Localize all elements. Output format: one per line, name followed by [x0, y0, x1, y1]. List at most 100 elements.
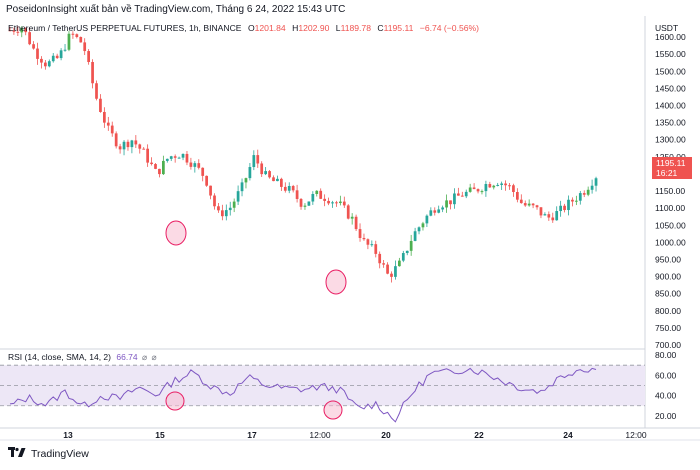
candle-body	[433, 210, 437, 213]
time-tick-5: 22	[474, 430, 484, 440]
candle-body	[36, 48, 39, 59]
candle-body	[154, 164, 157, 169]
price-tick-5: 1350.00	[655, 118, 686, 128]
candle-body	[95, 83, 98, 99]
price-tick-18: 700.00	[655, 340, 681, 350]
time-axis[interactable]: 13 15 17 12:00 20 22 24 12:00	[63, 430, 647, 440]
candle-body	[264, 171, 267, 175]
last-price-badge	[652, 157, 692, 179]
candle-body	[236, 191, 240, 202]
candle-body	[142, 148, 146, 150]
candle-body	[476, 189, 480, 192]
time-tick-1: 15	[155, 430, 165, 440]
tradingview-logo-icon[interactable]	[8, 447, 26, 461]
rsi-value: 66.74	[116, 352, 138, 362]
candle-body	[283, 186, 287, 191]
price-tick-10: 1100.00	[655, 203, 685, 213]
candle-body	[193, 163, 197, 167]
candle-body	[394, 266, 397, 277]
candle-body	[366, 239, 370, 245]
candle-body	[79, 37, 83, 43]
candle-body	[586, 189, 590, 195]
candle-body	[374, 244, 378, 254]
candle-body	[582, 193, 586, 195]
candle-body	[51, 55, 55, 62]
candle-body	[516, 192, 519, 200]
candle-body	[158, 168, 161, 175]
rsi-tick-1: 60.00	[655, 370, 677, 380]
price-tick-7: 1250.00	[655, 152, 686, 162]
candle-body	[401, 253, 405, 261]
o-value: 1201.84	[255, 23, 286, 33]
candle-body	[28, 32, 31, 45]
rsi-tick-0: 80.00	[655, 350, 677, 360]
candle-body	[551, 217, 555, 221]
candle-body	[189, 162, 193, 167]
candle-body	[578, 193, 582, 201]
candle-body	[134, 140, 138, 145]
candle-body	[350, 216, 354, 219]
candle-body	[213, 195, 216, 207]
candle-body	[260, 163, 264, 175]
price-tick-14: 900.00	[655, 272, 681, 282]
rsi-axis[interactable]: 80.00 60.00 40.00 20.00	[655, 350, 677, 421]
candle-body	[295, 190, 299, 199]
rsi-tick-3: 20.00	[655, 411, 677, 421]
price-tick-4: 1400.00	[655, 101, 686, 111]
candle-body	[370, 244, 374, 246]
candle-body	[488, 184, 492, 188]
candle-body	[197, 163, 201, 168]
price-tick-16: 800.00	[655, 306, 681, 316]
price-tick-0: 1600.00	[655, 32, 686, 42]
candle-body	[421, 223, 425, 228]
candle-body	[335, 202, 338, 204]
candle-body	[217, 206, 220, 211]
candle-body	[425, 215, 429, 224]
candle-body	[429, 210, 433, 216]
candle-body	[126, 141, 130, 148]
rsi-header: RSI (14, close, SMA, 14, 2) 66.74 ⌀ ⌀	[8, 352, 158, 362]
candle-body	[209, 185, 212, 196]
candle-body	[319, 190, 323, 199]
candle-body	[63, 49, 67, 51]
candle-body	[201, 167, 205, 176]
candle-body	[409, 240, 413, 251]
candle-body	[331, 202, 334, 204]
candle-body	[181, 153, 185, 158]
price-axis[interactable]: 1600.00 1550.00 1500.00 1450.00 1400.00 1350.…	[655, 32, 686, 350]
rsi-eye-icon[interactable]: ⌀	[142, 352, 148, 362]
candle-body	[484, 184, 488, 192]
rsi-settings-icon[interactable]: ⌀	[152, 352, 158, 362]
price-pane[interactable]	[0, 16, 645, 348]
h-value: 1202.90	[298, 23, 329, 33]
candle-body	[122, 141, 126, 150]
last-price-value: 1195.11	[656, 158, 686, 168]
candle-body	[185, 153, 189, 163]
candle-body	[12, 30, 16, 32]
highlight-rsi-1	[165, 391, 185, 411]
candle-body	[382, 263, 385, 265]
candle-body	[508, 185, 511, 187]
time-tick-4: 20	[381, 430, 391, 440]
candle-body	[346, 205, 350, 219]
h-label: H	[292, 23, 298, 33]
candle-body	[110, 125, 114, 134]
time-tick-0: 13	[63, 430, 73, 440]
symbol-title: Ethereum / TetherUS PERPETUAL FUTURES, 1…	[8, 23, 242, 33]
candle-body	[232, 201, 236, 208]
candle-body	[67, 33, 71, 50]
symbol-line: Ethereum / TetherUS PERPETUAL FUTURES, 1…	[8, 23, 479, 33]
candle-body	[362, 237, 366, 240]
candle-body	[492, 185, 496, 188]
price-tick-13: 950.00	[655, 254, 681, 264]
candle-body	[460, 195, 464, 197]
candle-body	[413, 231, 417, 241]
candle-body	[327, 200, 330, 204]
candle-body	[44, 62, 47, 67]
candle-body	[390, 273, 393, 277]
footer: TradingView	[8, 447, 89, 461]
l-value: 1189.78	[341, 23, 372, 33]
candle-body	[150, 162, 153, 165]
